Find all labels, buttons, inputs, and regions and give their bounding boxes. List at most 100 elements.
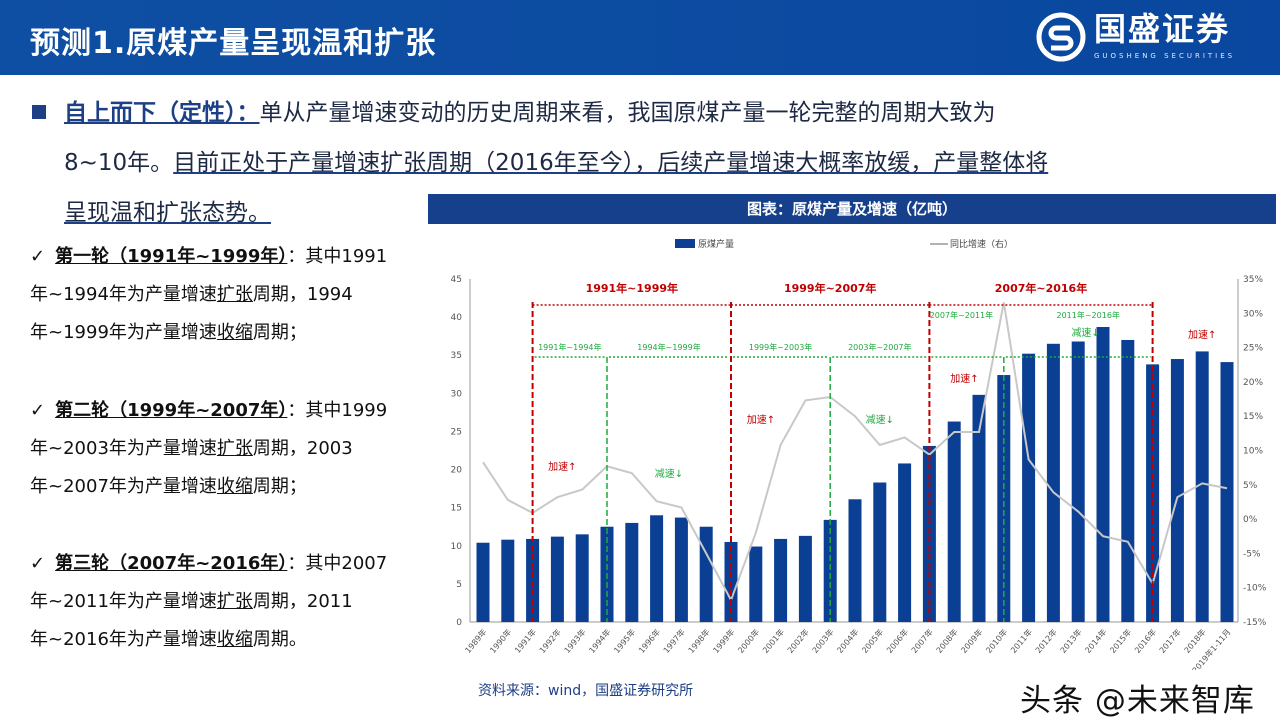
bar-1998年 bbox=[699, 526, 713, 622]
bar-1990年 bbox=[501, 539, 515, 622]
bar-2009年 bbox=[972, 394, 986, 622]
round-text: 周期，1994 bbox=[252, 284, 353, 305]
trend-label: 减速↓ bbox=[866, 414, 894, 426]
round-text: 收缩 bbox=[216, 322, 253, 343]
y-right-tick: 20% bbox=[1243, 378, 1263, 388]
x-tick: 2001年 bbox=[760, 627, 786, 655]
y-left-tick: 10 bbox=[451, 542, 463, 552]
bar-2000年 bbox=[749, 546, 763, 622]
round-text: 收缩 bbox=[216, 629, 253, 650]
bar-2007年 bbox=[922, 445, 936, 622]
y-left-tick: 5 bbox=[456, 580, 462, 590]
y-left-tick: 45 bbox=[451, 275, 462, 285]
x-tick: 2018年 bbox=[1182, 627, 1208, 655]
cycle-label: 2007年~2016年 bbox=[995, 281, 1087, 295]
round-text: 年~2011年为产量增速 bbox=[30, 591, 217, 612]
x-tick: 2003年 bbox=[810, 627, 836, 655]
round-text: 年~2007年为产量增速 bbox=[30, 476, 217, 497]
coal-production-chart: 0 5 10 15 20 25 30 35 40 45 -15% -10% -5% 0% 5% 10% 15% 2… bbox=[451, 238, 1267, 670]
x-tick: 1997年 bbox=[661, 627, 687, 655]
phase-label: 1999年~2003年 bbox=[749, 342, 812, 352]
check-icon: ✓ bbox=[30, 400, 46, 421]
round-item: ✓ 第二轮（1999年~2007年）：其中1999 年~2003年为产量增速扩张周… bbox=[30, 392, 430, 506]
watermark: 头条 @未来智库 bbox=[1020, 683, 1255, 719]
x-tick: 2017年 bbox=[1157, 627, 1183, 655]
intro-text: 8~10年。 bbox=[64, 150, 174, 176]
chart-title-bar: 图表：原煤产量及增速（亿吨） bbox=[428, 194, 1276, 224]
bar-1996年 bbox=[650, 515, 664, 622]
y-left-tick: 15 bbox=[451, 504, 462, 514]
bar-1997年 bbox=[674, 517, 688, 622]
round-text: ：其中1991 bbox=[287, 246, 388, 267]
y-left-tick: 20 bbox=[451, 466, 463, 476]
phase-label: 1991年~1994年 bbox=[538, 342, 601, 352]
logo-icon bbox=[1036, 12, 1086, 62]
page-title: 预测1.原煤产量呈现温和扩张 bbox=[30, 26, 437, 61]
round-text: 收缩 bbox=[216, 476, 253, 497]
source-note: 资料来源：wind，国盛证券研究所 bbox=[478, 683, 694, 699]
cycle-label: 1999年~2007年 bbox=[784, 281, 876, 295]
bullet-square-icon bbox=[32, 105, 46, 119]
title-bar: 预测1.原煤产量呈现温和扩张 国盛证券 GUOSHENG SECURITIES bbox=[0, 0, 1280, 75]
y-right-tick: -5% bbox=[1243, 549, 1261, 559]
x-tick: 1990年 bbox=[487, 627, 513, 655]
logo-subtext: GUOSHENG SECURITIES bbox=[1094, 52, 1236, 60]
y-left-tick: 0 bbox=[456, 618, 462, 628]
bar-2017年 bbox=[1170, 359, 1184, 622]
y-left-tick: 35 bbox=[451, 351, 462, 361]
bar-2002年 bbox=[798, 535, 812, 622]
bar-2015年 bbox=[1121, 339, 1135, 622]
bar-2013年 bbox=[1071, 341, 1085, 622]
intro-heading: 自上而下（定性）： bbox=[64, 100, 260, 126]
phase-label: 2011年~2016年 bbox=[1056, 310, 1119, 320]
bar-2005年 bbox=[873, 482, 887, 622]
x-tick: 1992年 bbox=[537, 627, 563, 655]
bar-2012年 bbox=[1046, 343, 1060, 622]
x-tick: 2012年 bbox=[1033, 627, 1059, 655]
x-tick: 2015年 bbox=[1107, 627, 1133, 655]
check-icon: ✓ bbox=[30, 246, 46, 267]
logo-text: 国盛证券 bbox=[1094, 10, 1231, 48]
intro-highlight: 目前正处于产量增速扩张周期（2016年至今），后续产量增速大概率放缓，产量整体将 bbox=[173, 150, 1049, 176]
bar-2006年 bbox=[898, 463, 912, 622]
legend-label: 原煤产量 bbox=[698, 238, 734, 250]
x-tick: 1991年 bbox=[512, 627, 538, 655]
bar-2008年 bbox=[947, 421, 961, 622]
x-tick: 1994年 bbox=[587, 627, 613, 655]
phase-label: 2003年~2007年 bbox=[848, 342, 911, 352]
x-tick: 2005年 bbox=[859, 627, 885, 655]
round-text: 年~2016年为产量增速 bbox=[30, 629, 217, 650]
bar-1991年 bbox=[526, 538, 540, 622]
x-tick: 2008年 bbox=[934, 627, 960, 655]
x-tick: 2009年 bbox=[959, 627, 985, 655]
round-text: 周期。 bbox=[252, 629, 307, 650]
bar-2001年 bbox=[774, 538, 788, 622]
y-right-tick: 15% bbox=[1243, 412, 1263, 422]
x-tick: 1989年 bbox=[463, 627, 489, 655]
x-tick: 1998年 bbox=[686, 627, 712, 655]
y-left-tick: 40 bbox=[451, 313, 463, 323]
bar-2011年 bbox=[1022, 353, 1036, 622]
y-right-tick: 5% bbox=[1243, 481, 1258, 491]
trend-label: 减速↓ bbox=[1071, 327, 1099, 339]
round-item: ✓ 第一轮（1991年~1999年）：其中1991 年~1994年为产量增速扩张周… bbox=[30, 238, 430, 352]
bar-2003年 bbox=[823, 519, 837, 622]
x-tick: 1995年 bbox=[611, 627, 637, 655]
bar-2018年 bbox=[1195, 351, 1209, 622]
round-item: ✓ 第三轮（2007年~2016年）：其中2007 年~2011年为产量增速扩张周… bbox=[30, 545, 430, 659]
bar-2004年 bbox=[848, 499, 862, 622]
y-right-tick: 0% bbox=[1243, 515, 1258, 525]
trend-label: 减速↓ bbox=[655, 468, 683, 480]
legend-label: 同比增速（右） bbox=[950, 238, 1013, 250]
x-tick: 2010年 bbox=[983, 627, 1009, 655]
round-head: 第二轮（1999年~2007年） bbox=[55, 400, 288, 421]
round-text: 周期； bbox=[252, 322, 307, 343]
round-text: ：其中1999 bbox=[287, 400, 388, 421]
trend-label: 加速↑ bbox=[950, 373, 978, 385]
x-tick: 1999年 bbox=[711, 627, 737, 655]
y-left-tick: 30 bbox=[451, 389, 463, 399]
x-tick: 2006年 bbox=[884, 627, 910, 655]
x-tick: 2011年 bbox=[1008, 627, 1034, 655]
y-left-tick: 25 bbox=[451, 427, 462, 437]
round-text: 周期，2003 bbox=[252, 438, 353, 459]
